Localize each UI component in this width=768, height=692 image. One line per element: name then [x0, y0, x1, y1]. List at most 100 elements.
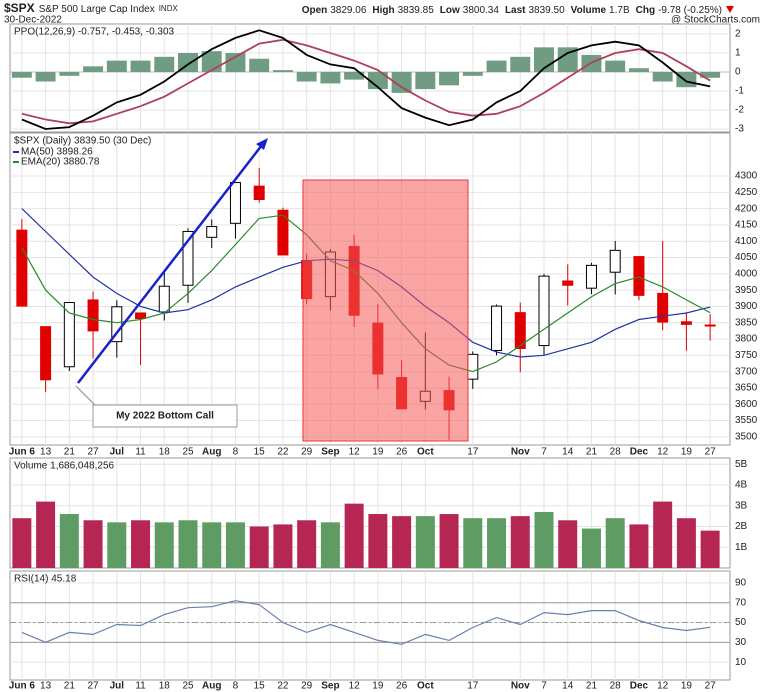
x-tick-label: 17 — [467, 447, 479, 458]
symbol: $SPX — [4, 1, 35, 15]
histogram-bar — [225, 53, 246, 73]
y-tick-label: 3800 — [735, 334, 758, 345]
histogram-bar — [296, 72, 317, 82]
x-tick-label: 19 — [372, 681, 384, 692]
x-tick-label: 21 — [586, 681, 598, 692]
histogram-bar — [83, 66, 104, 73]
y-tick-label: 4100 — [735, 236, 758, 247]
x-tick-label: Aug — [202, 447, 221, 458]
quote-label: High — [372, 5, 394, 16]
down-triangle — [726, 6, 734, 13]
x-tick-label: Oct — [417, 447, 434, 458]
histogram-bar — [11, 72, 32, 78]
histogram-bar — [320, 72, 341, 84]
quote-label: Last — [505, 5, 526, 16]
volume-bar — [154, 522, 174, 568]
volume-bar — [439, 514, 459, 568]
y-tick-label: 4150 — [735, 220, 758, 231]
y-tick-label: 3B — [735, 500, 748, 511]
indicator-line — [21, 600, 711, 645]
y-tick-label: 4000 — [735, 268, 758, 279]
index-name: S&P 500 Large Cap Index — [39, 4, 155, 15]
highlight-box — [302, 179, 469, 442]
quote-value: 1.7B — [609, 5, 630, 16]
y-tick-label: 3750 — [735, 350, 758, 361]
histogram-bar — [154, 56, 175, 73]
candle-body — [40, 326, 52, 381]
arrow-head — [256, 138, 268, 150]
volume-bar — [273, 524, 293, 568]
y-tick-label: 3900 — [735, 301, 758, 312]
quote-value: 3829.06 — [330, 5, 367, 16]
y-tick-label: 4300 — [735, 171, 758, 182]
x-tick-label: Nov — [511, 681, 530, 692]
volume-bar — [676, 518, 696, 568]
x-tick-label: 27 — [705, 681, 717, 692]
y-tick-label: 1B — [735, 542, 748, 553]
volume-bar — [36, 501, 56, 568]
y-tick-label: 1 — [735, 48, 741, 59]
y-tick-label: 4250 — [735, 187, 758, 198]
histogram-bar — [510, 56, 531, 73]
histogram-bar — [676, 72, 697, 88]
x-tick-label: 11 — [135, 447, 146, 458]
volume-bar — [534, 511, 554, 568]
x-tick-label: 21 — [64, 681, 76, 692]
volume-bar — [59, 514, 79, 568]
y-tick-label: 3650 — [735, 383, 758, 394]
y-tick-label: 4050 — [735, 252, 758, 263]
x-tick-label: 12 — [349, 681, 361, 692]
candle-body — [158, 285, 170, 313]
x-tick-label: Oct — [417, 681, 434, 692]
x-tick-label: 29 — [301, 447, 313, 458]
histogram-bar — [605, 60, 626, 73]
y-tick-label: 3600 — [735, 399, 758, 410]
y-tick-label: 90 — [735, 578, 747, 589]
volume-bar — [225, 522, 245, 568]
trend-arrow — [77, 144, 263, 384]
histogram-bar — [700, 72, 721, 78]
volume-bar — [653, 501, 673, 568]
x-tick-label: 22 — [277, 447, 289, 458]
candle-body — [135, 312, 147, 320]
candle-body — [111, 306, 123, 343]
x-tick-label: Jun 6 — [9, 681, 36, 692]
exchange: INDX — [159, 4, 179, 13]
x-tick-label: 21 — [64, 447, 76, 458]
header-title: $SPX S&P 500 Large Cap Index INDX — [4, 1, 178, 15]
y-tick-label: 30 — [735, 637, 747, 648]
histogram-bar — [367, 72, 388, 90]
volume-bar — [700, 530, 720, 568]
x-tick-label: Jul — [110, 681, 125, 692]
histogram-bar — [35, 72, 56, 82]
x-tick-label: 21 — [586, 447, 598, 458]
candle-body — [657, 292, 669, 323]
panel-label: RSI(14) 45.18 — [14, 574, 77, 585]
histogram-bar — [439, 72, 460, 86]
candle-body — [585, 264, 597, 289]
legend-entry: EMA(20) 3880.78 — [21, 157, 100, 168]
volume-bar — [297, 520, 317, 568]
x-tick-label: 8 — [233, 447, 239, 458]
x-tick-label: 12 — [349, 447, 361, 458]
y-tick-label: -1 — [735, 86, 744, 97]
x-tick-label: Dec — [630, 447, 649, 458]
histogram-bar — [106, 60, 127, 73]
date: 30-Dec-2022 — [4, 15, 62, 26]
y-tick-label: 3500 — [735, 431, 758, 442]
histogram-bar — [130, 60, 151, 73]
x-tick-label: 14 — [562, 447, 574, 458]
volume-bar — [249, 526, 269, 568]
legend-entry: MA(50) 3898.26 — [21, 147, 93, 158]
quote-label: Volume — [571, 5, 607, 16]
x-tick-label: 22 — [277, 681, 289, 692]
candle-body — [704, 324, 716, 327]
volume-bar — [605, 518, 625, 568]
x-tick-label: 18 — [159, 681, 171, 692]
histogram-bar — [652, 72, 673, 82]
candle-body — [680, 321, 692, 325]
x-tick-label: 29 — [301, 681, 313, 692]
x-tick-label: Dec — [630, 681, 649, 692]
quote-label: Open — [302, 5, 328, 16]
